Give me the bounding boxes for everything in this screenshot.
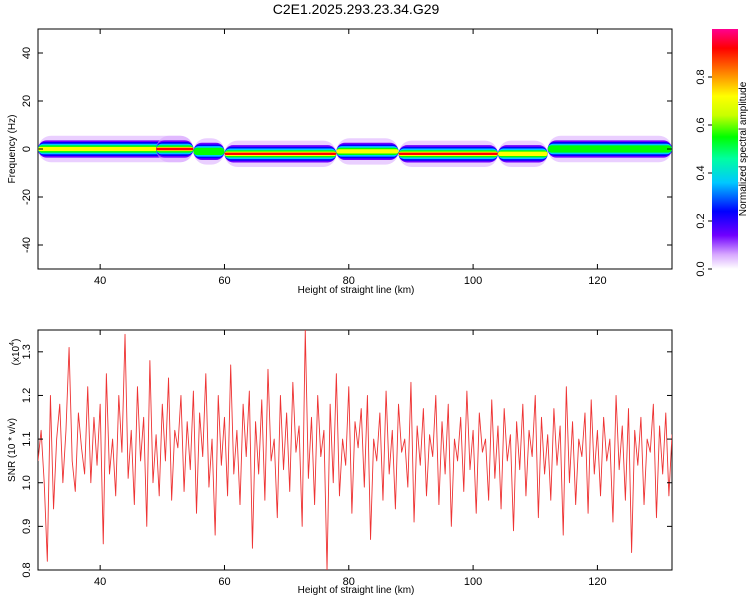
heatmap-panel: 40 60 80 100 120 -40 -20 0 20 40 Height of strai… [7,28,673,296]
y-tick-label: 1.0 [21,475,33,490]
x-tick-label: 80 [343,275,355,287]
colorbar-tick-label: 0.2 [695,213,707,228]
heatmap-ridge-band [547,145,672,153]
snr-y-ticks: 0.8 0.9 1.0 1.1 1.2 1.3 [21,344,672,578]
snr-panel: 40 60 80 100 120 0.8 0.9 1.0 1.1 1.2 1.3 Height o… [7,329,673,596]
colorbar-gradient [712,29,738,269]
colorbar-label: Normalized spectral amplitude [738,81,749,216]
svg-text:(x104): (x104) [9,339,22,366]
heatmap-ridge-band [497,151,548,156]
heatmap-ylabel: Frequency (Hz) [7,115,18,184]
heatmap-x-ticks: 40 60 80 100 120 [94,29,607,287]
x-tick-label: 80 [343,576,355,588]
x-tick-label: 120 [588,576,606,588]
y-tick-label: 1.3 [21,344,33,359]
x-tick-label: 40 [94,576,106,588]
colorbar-tick-label: 0.0 [695,261,707,276]
x-tick-label: 100 [464,275,482,287]
y-tick-label: -40 [21,237,33,253]
x-tick-label: 100 [464,576,482,588]
y-tick-label: 0.8 [21,562,33,577]
snr-frame [37,329,673,571]
y-tick-label: 20 [21,95,33,107]
snr-scale-exponent: 4 [9,342,16,346]
heatmap-ridge-band [398,152,498,155]
snr-series-line [38,330,672,570]
figure-title: C2E1.2025.293.23.34.G29 [273,1,440,17]
snr-scale-note: (x104) [9,339,22,366]
y-tick-label: 1.1 [21,431,33,446]
heatmap-ridge-band [193,147,225,155]
heatmap-xlabel: Height of straight line (km) [298,285,415,296]
heatmap-ridge-band [224,152,337,155]
heatmap-ridge-band [156,147,194,151]
x-tick-label: 120 [588,275,606,287]
colorbar-tick-label: 0.8 [695,69,707,84]
y-tick-label: -20 [21,189,33,205]
y-tick-label: 0 [21,146,33,152]
y-tick-label: 1.2 [21,388,33,403]
heatmap-y-ticks: -40 -20 0 20 40 [21,47,672,253]
x-tick-label: 60 [218,275,230,287]
colorbar-tick-label: 0.6 [695,117,707,132]
snr-ylabel: SNR (10 * v/v) [7,418,18,482]
colorbar-ticks: 0.0 0.2 0.4 0.6 0.8 [695,69,712,277]
heatmap-ridge-band [336,149,399,154]
snr-xlabel: Height of straight line (km) [298,585,415,596]
snr-scale-prefix: (x10 [11,345,22,365]
x-tick-label: 60 [218,576,230,588]
x-tick-label: 40 [94,275,106,287]
y-tick-label: 0.9 [21,519,33,534]
colorbar-tick-label: 0.4 [695,165,707,180]
snr-x-ticks: 40 60 80 100 120 [94,330,607,588]
heatmap-marks [38,135,672,167]
colorbar: 0.0 0.2 0.4 0.6 0.8 Normalized spectral ampl… [695,29,749,277]
heatmap-ridge-band [38,146,194,152]
y-tick-label: 40 [21,47,33,59]
